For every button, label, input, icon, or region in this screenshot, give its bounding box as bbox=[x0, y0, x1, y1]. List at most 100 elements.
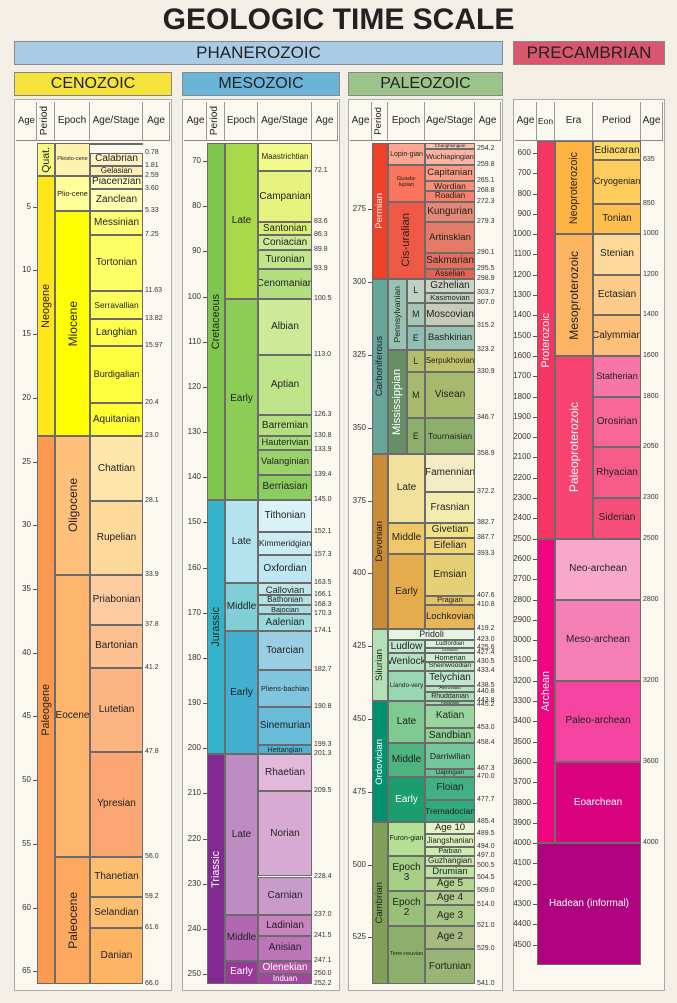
unit-label: Paleogene bbox=[39, 684, 52, 736]
unit-label: Campanian bbox=[259, 190, 311, 202]
time-unit: Norian bbox=[258, 791, 312, 877]
boundary-age: 330.9 bbox=[477, 368, 495, 376]
unit-label: Norian bbox=[270, 827, 300, 839]
unit-label: Sakmarian bbox=[426, 255, 474, 267]
axis-tick bbox=[533, 904, 537, 906]
axis-tick-label: 230 bbox=[187, 878, 201, 888]
time-unit: Llando-very bbox=[388, 670, 425, 701]
axis-tick bbox=[368, 500, 372, 502]
unit-label: Floian bbox=[436, 782, 464, 794]
boundary-age: 514.0 bbox=[477, 901, 495, 909]
unit-label: Age 10 bbox=[434, 822, 466, 834]
unit-label: Pragian bbox=[437, 595, 463, 605]
axis-tick bbox=[203, 477, 207, 479]
column-header: Age bbox=[475, 102, 501, 140]
unit-label: Age bbox=[478, 114, 497, 126]
axis-tick bbox=[33, 525, 37, 527]
unit-label: Thanetian bbox=[94, 870, 139, 882]
time-unit: Katian bbox=[425, 705, 475, 728]
axis-tick bbox=[203, 296, 207, 298]
unit-label: Age bbox=[351, 114, 370, 126]
time-unit: Neoproterozoic bbox=[555, 141, 593, 235]
unit-label: Piacenzian bbox=[92, 176, 141, 188]
time-unit: Sandbian bbox=[425, 727, 475, 744]
unit-label: Paleo-archean bbox=[565, 715, 631, 727]
axis-tick bbox=[203, 838, 207, 840]
boundary-age: 59.2 bbox=[145, 893, 159, 901]
unit-label: Ludfordian bbox=[435, 641, 465, 648]
time-unit: Neo-archean bbox=[555, 538, 641, 600]
time-unit: Archean bbox=[537, 538, 555, 844]
time-unit: Frasnian bbox=[425, 492, 475, 523]
axis-tick bbox=[368, 864, 372, 866]
unit-label: Stenian bbox=[600, 248, 634, 260]
time-unit: Stenian bbox=[593, 234, 641, 275]
axis-tick bbox=[203, 567, 207, 569]
unit-label: Dapingian bbox=[435, 769, 465, 777]
time-unit: Guzhangian bbox=[425, 855, 475, 867]
unit-label: Aquitanian bbox=[92, 413, 141, 425]
time-unit: Eoarchean bbox=[555, 761, 641, 844]
axis-tick bbox=[533, 782, 537, 784]
unit-label: Wordian bbox=[434, 180, 466, 191]
time-unit: Meso-archean bbox=[555, 599, 641, 681]
axis-tick-label: 45 bbox=[22, 711, 31, 721]
axis-tick-label: 200 bbox=[187, 743, 201, 753]
time-unit: Pridoli bbox=[388, 629, 475, 641]
axis-tick bbox=[368, 937, 372, 939]
time-unit: M bbox=[406, 372, 425, 419]
unit-label: Age bbox=[186, 114, 205, 126]
time-unit: Eocene bbox=[55, 574, 90, 857]
boundary-age: 443.8 bbox=[477, 696, 495, 704]
time-unit: Quat. bbox=[37, 143, 55, 176]
unit-label: Mississippian bbox=[390, 368, 403, 435]
time-unit: Olenekian bbox=[258, 960, 312, 975]
time-unit: Messinian bbox=[90, 210, 143, 236]
unit-label: Langhian bbox=[95, 326, 138, 338]
column-header: Period bbox=[593, 102, 641, 140]
unit-label: Hirnantian bbox=[440, 700, 460, 705]
axis-tick bbox=[533, 640, 537, 642]
boundary-age: 113.0 bbox=[314, 351, 331, 359]
boundary-age: 541.0 bbox=[477, 980, 495, 987]
unit-label: Tortonian bbox=[95, 257, 138, 269]
boundary-age: 346.7 bbox=[477, 414, 495, 422]
boundary-age: 268.8 bbox=[477, 187, 495, 195]
time-unit: Calymmian bbox=[593, 315, 641, 356]
time-unit: Cryogenian bbox=[593, 160, 641, 204]
time-unit: Telychian bbox=[425, 670, 475, 686]
boundary-age: 430.5 bbox=[477, 658, 495, 666]
unit-label: Miocene bbox=[65, 300, 80, 347]
time-unit: Middle bbox=[388, 743, 425, 778]
boundary-age: 453.0 bbox=[477, 723, 495, 731]
unit-label: Holocene bbox=[91, 143, 108, 145]
boundary-age: 272.3 bbox=[477, 197, 495, 205]
time-unit: Wordian bbox=[425, 180, 475, 192]
axis-tick-label: 25 bbox=[22, 456, 31, 466]
unit-label: Oxfordian bbox=[263, 563, 307, 575]
time-unit: Wenlock bbox=[388, 653, 425, 671]
unit-label: Tithonian bbox=[264, 509, 306, 521]
axis-tick-label: 1400 bbox=[513, 310, 531, 320]
unit-label: Visean bbox=[434, 389, 466, 401]
time-unit: Jiangshanian bbox=[425, 834, 475, 848]
axis-tick-label: 525 bbox=[352, 932, 366, 942]
time-unit: Bashkirian bbox=[425, 326, 475, 350]
column-header: Age/Stage bbox=[258, 102, 312, 140]
boundary-age: 500.5 bbox=[477, 862, 495, 870]
axis-tick-label: 4400 bbox=[513, 919, 531, 929]
unit-label: Neo-archean bbox=[569, 563, 627, 575]
unit-label: Age 4 bbox=[436, 892, 464, 904]
unit-label: Gorstian bbox=[442, 647, 458, 653]
time-unit: Middle bbox=[388, 523, 425, 554]
unit-label: Guzhangian bbox=[428, 855, 472, 865]
unit-label: Pridoli bbox=[419, 629, 444, 640]
axis-tick-label: 1000 bbox=[513, 229, 531, 239]
boundary-age: 433.4 bbox=[477, 666, 495, 674]
boundary-age: 7.25 bbox=[145, 231, 159, 239]
time-unit: Ectasian bbox=[593, 274, 641, 316]
time-unit: Tithonian bbox=[258, 499, 312, 532]
unit-label: Neoproterozoic bbox=[567, 151, 580, 224]
axis-tick-label: 2000 bbox=[513, 432, 531, 442]
